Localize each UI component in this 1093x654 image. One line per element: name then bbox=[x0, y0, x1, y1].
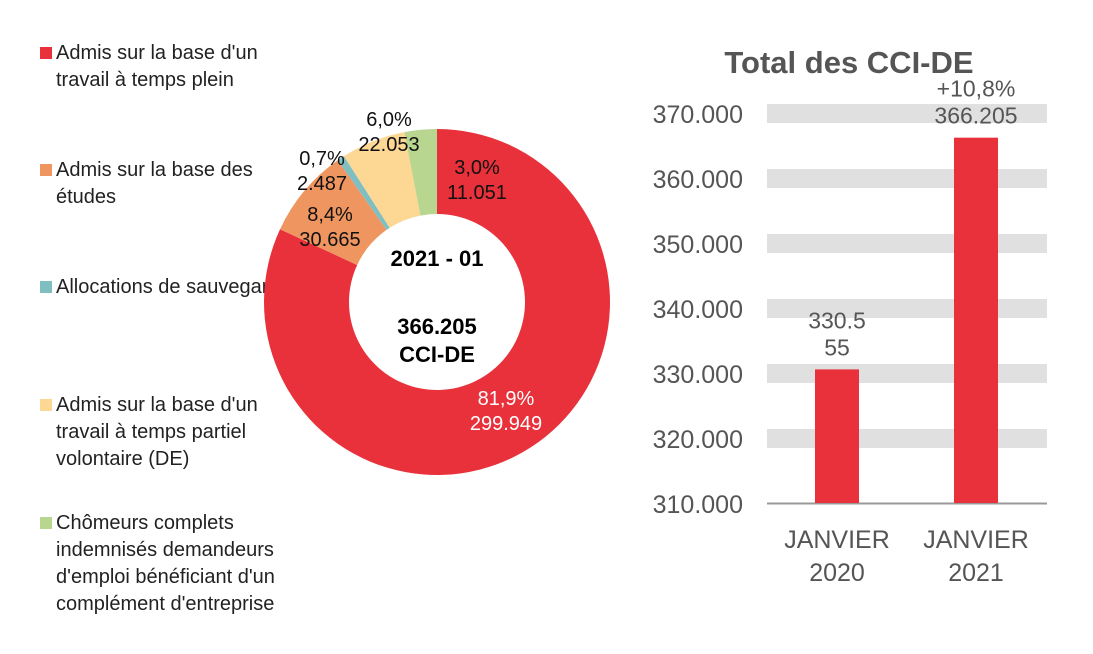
y-tick-label: 330.000 bbox=[653, 361, 743, 389]
slice-value: 11.051 bbox=[447, 182, 507, 204]
grid-band bbox=[767, 169, 1047, 188]
legend-label: Admis sur la base des études bbox=[56, 159, 253, 208]
legend-label: Allocations de sauvegarde bbox=[56, 276, 291, 298]
legend-swatch bbox=[40, 281, 52, 293]
y-tick-label: 320.000 bbox=[653, 426, 743, 454]
legend-item: Allocations de sauvegarde bbox=[40, 274, 310, 301]
legend-item: Admis sur la base d'un travail à temps p… bbox=[40, 40, 310, 94]
legend-label: Admis sur la base d'un travail à temps p… bbox=[56, 42, 258, 91]
x-tick-label: 2020 bbox=[809, 559, 865, 587]
slice-percent: 8,4% bbox=[307, 204, 353, 226]
bar-data-label: 55 bbox=[824, 334, 850, 360]
legend-swatch bbox=[40, 517, 52, 529]
y-tick-label: 310.000 bbox=[653, 491, 743, 519]
legend-swatch bbox=[40, 47, 52, 59]
x-tick-label: JANVIER bbox=[923, 526, 1029, 554]
donut-center-value: 366.205 bbox=[397, 314, 477, 339]
y-tick-label: 360.000 bbox=[653, 166, 743, 194]
donut-data-label: 81,9% 299.949 bbox=[470, 387, 542, 437]
legend-swatch bbox=[40, 164, 52, 176]
bar-chart-title: Total des CCI-DE bbox=[724, 45, 973, 80]
donut-slice bbox=[337, 156, 390, 230]
x-tick-label: JANVIER bbox=[784, 526, 890, 554]
slice-percent: 6,0% bbox=[366, 109, 412, 131]
bar-data-label: 330.5 bbox=[808, 307, 866, 333]
donut-data-label: 3,0% 11.051 bbox=[447, 156, 507, 206]
grid-band bbox=[767, 104, 1047, 123]
slice-value: 30.665 bbox=[299, 229, 361, 251]
donut-slice bbox=[280, 160, 387, 265]
donut-data-label: 8,4% 30.665 bbox=[299, 203, 360, 253]
donut-center-unit: CCI-DE bbox=[399, 342, 475, 367]
slice-value: 22.053 bbox=[358, 134, 420, 156]
bar bbox=[815, 369, 859, 503]
donut-data-label: 0,7% 2.487 bbox=[297, 147, 347, 197]
bar-data-label: 366.205 bbox=[934, 103, 1017, 129]
slice-percent: 81,9% bbox=[477, 388, 535, 410]
donut-slice bbox=[404, 129, 437, 216]
y-tick-label: 340.000 bbox=[653, 296, 743, 324]
donut-center-title: 2021 - 01 bbox=[390, 246, 484, 271]
donut-slice bbox=[263, 129, 610, 475]
grid-band bbox=[767, 364, 1047, 383]
grid-band bbox=[767, 429, 1047, 448]
donut-center-total: 366.205 CCI-DE bbox=[397, 313, 477, 369]
legend-item: Admis sur la base d'un travail à temps p… bbox=[40, 392, 310, 473]
slice-value: 2.487 bbox=[296, 173, 348, 195]
slice-percent: 3,0% bbox=[454, 157, 500, 179]
bar-data-label: +10,8% bbox=[937, 76, 1016, 102]
legend-item: Admis sur la base des études bbox=[40, 157, 310, 211]
grid-band bbox=[767, 234, 1047, 253]
y-tick-label: 350.000 bbox=[653, 231, 743, 259]
legend-label: Admis sur la base d'un travail à temps p… bbox=[56, 394, 258, 470]
bar bbox=[954, 137, 998, 504]
legend-label: Chômeurs complets indemnisés demandeurs … bbox=[56, 512, 275, 615]
legend-swatch bbox=[40, 399, 52, 411]
donut-data-label: 6,0% 22.053 bbox=[358, 108, 419, 158]
x-tick-label: 2021 bbox=[948, 559, 1004, 587]
slice-value: 299.949 bbox=[469, 413, 543, 435]
slice-percent: 0,7% bbox=[299, 148, 345, 170]
donut-slice bbox=[343, 132, 421, 228]
y-tick-label: 370.000 bbox=[653, 101, 743, 129]
legend-item: Chômeurs complets indemnisés demandeurs … bbox=[40, 510, 310, 618]
